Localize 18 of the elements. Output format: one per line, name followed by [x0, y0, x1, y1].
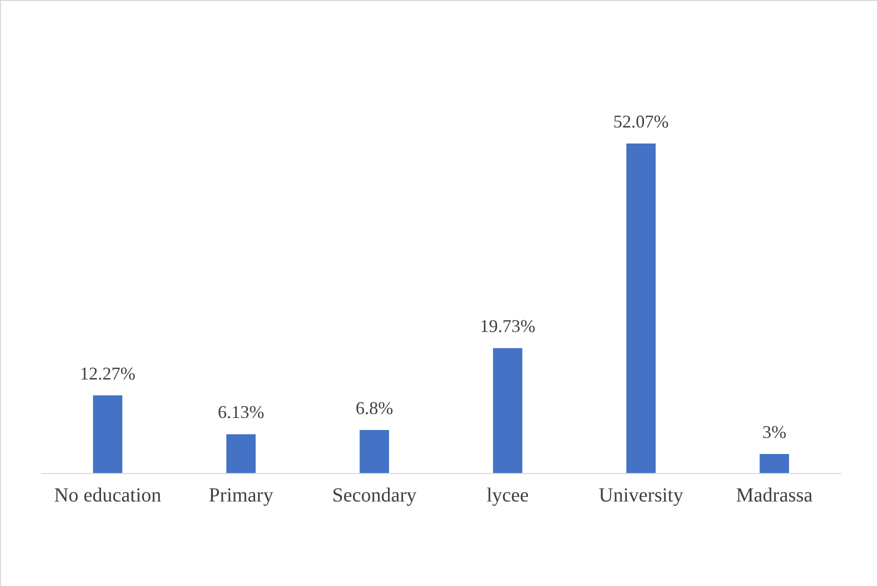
data-label: 52.07%: [613, 112, 669, 132]
data-label: 6.13%: [218, 402, 264, 422]
x-tick-label: Primary: [208, 484, 274, 506]
bar: [493, 348, 522, 473]
bar: [360, 430, 389, 473]
x-tick-label: Madrassa: [736, 484, 813, 506]
data-label: 6.8%: [356, 398, 394, 418]
x-tick-label: University: [598, 484, 684, 506]
bar: [93, 395, 122, 473]
data-label: 12.27%: [80, 363, 136, 384]
data-label: 19.73%: [480, 316, 536, 336]
bar: [760, 454, 789, 473]
data-label: 3%: [762, 422, 786, 442]
x-tick-label: Secondary: [332, 484, 417, 506]
x-tick-label: No education: [54, 484, 162, 506]
bar: [626, 144, 656, 473]
x-tick-label: lycee: [486, 484, 529, 506]
bar: [226, 434, 256, 473]
